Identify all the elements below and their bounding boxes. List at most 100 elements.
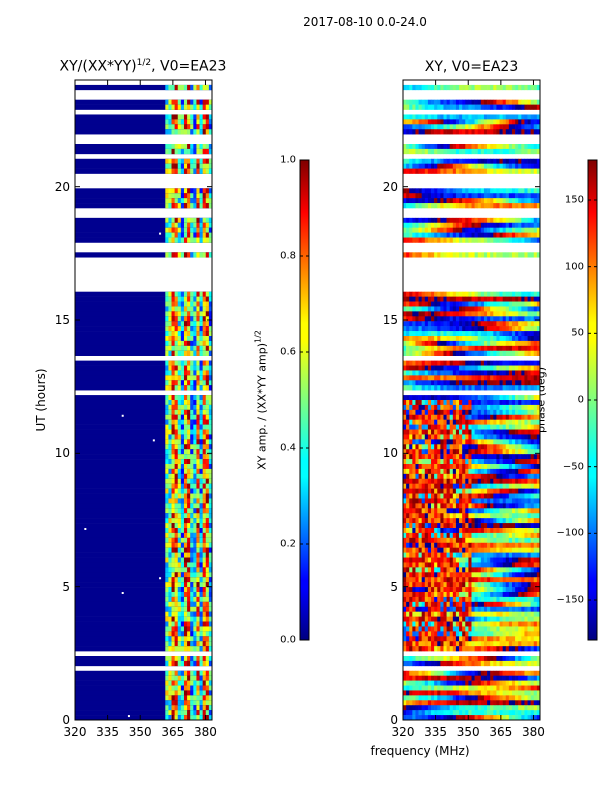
phase-cell (536, 429, 541, 435)
amp-cell (168, 577, 172, 583)
phase-cell (459, 395, 463, 401)
phase-cell (412, 104, 416, 110)
phase-cell (499, 168, 503, 174)
phase-cell (533, 409, 538, 416)
phase-cell (487, 291, 491, 297)
phase-cell (502, 523, 507, 529)
phase-cell (468, 148, 472, 155)
amp-cell (202, 572, 207, 578)
phase-cell (474, 429, 479, 435)
amp-cell (196, 631, 200, 637)
amp-cell (177, 232, 182, 238)
phase-cell (536, 99, 541, 105)
phase-cell (409, 360, 413, 366)
phase-cell (421, 148, 426, 155)
amp-cell (177, 350, 182, 356)
phase-cell (487, 400, 491, 406)
phase-cell (515, 340, 519, 347)
phase-cell (412, 414, 416, 420)
amp-cell (202, 193, 207, 199)
phase-cell (431, 321, 435, 327)
amp-cell (180, 434, 185, 440)
amp-cell (180, 542, 185, 548)
amp-cell (205, 493, 210, 499)
phase-cell (415, 311, 419, 317)
phase-cell (424, 523, 429, 529)
amp-cell (208, 84, 213, 91)
amp-cell (171, 464, 175, 470)
amp-cell (168, 203, 172, 209)
phase-cell (515, 129, 519, 135)
phase-cell (427, 409, 432, 416)
amp-row-bg (75, 572, 212, 578)
phase-cell (521, 498, 525, 504)
phase-cell (465, 360, 469, 366)
amp-cell (205, 478, 210, 484)
phase-cell (409, 232, 413, 238)
amp-cell (171, 148, 175, 155)
phase-cell (521, 537, 525, 544)
phase-cell (518, 434, 522, 440)
phase-cell (536, 434, 541, 440)
amp-cell (171, 222, 175, 228)
amp-row-bg (75, 542, 212, 548)
amp-cell (187, 459, 191, 465)
phase-cell (424, 227, 429, 233)
amp-cell (180, 528, 185, 534)
amp-row-bg (75, 690, 212, 696)
phase-cell (437, 493, 441, 499)
amp-row-bg (75, 340, 212, 347)
phase-cell (434, 99, 438, 105)
phase-cell (462, 498, 466, 504)
phase-cell (474, 119, 479, 125)
phase-cell (524, 360, 528, 366)
amp-cell (165, 404, 169, 411)
amp-row-bg (75, 129, 212, 135)
amp-cell (202, 473, 207, 480)
phase-cell (493, 508, 497, 514)
amp-cell (180, 336, 185, 342)
phase-cell (446, 291, 450, 297)
phase-cell (431, 473, 435, 480)
amp-cell (171, 700, 175, 706)
amp-cell (205, 537, 210, 544)
amp-row-bg (75, 114, 212, 120)
phase-cell (487, 203, 491, 209)
phase-cell (452, 395, 457, 401)
phase-cell (483, 419, 488, 425)
phase-cell (424, 459, 429, 465)
amp-cell (180, 222, 185, 228)
phase-cell (490, 409, 494, 416)
amp-cell (196, 365, 200, 371)
amp-cell (171, 572, 175, 578)
amp-cell (165, 252, 169, 258)
phase-cell (459, 429, 463, 435)
phase-cell (462, 424, 466, 430)
phase-cell (530, 340, 535, 347)
phase-cell (521, 513, 525, 519)
phase-cell (533, 129, 538, 135)
phase-cell (518, 350, 522, 356)
amp-cell (174, 129, 179, 135)
phase-cell (530, 424, 535, 430)
amp-row-bg (75, 685, 212, 691)
phase-cell (483, 503, 488, 509)
phase-cell (505, 488, 510, 494)
phase-cell (418, 370, 422, 376)
phase-cell (452, 547, 457, 553)
amp-cell (196, 513, 200, 519)
phase-cell (471, 222, 475, 228)
amp-cell (196, 252, 200, 258)
amp-cell (171, 646, 175, 652)
phase-cell (480, 301, 485, 307)
phase-cell (440, 365, 444, 371)
phase-cell (434, 542, 438, 548)
phase-cell (468, 429, 472, 435)
phase-cell (421, 291, 426, 297)
amp-cell (177, 444, 182, 450)
phase-cell (412, 198, 416, 204)
amp-cell (196, 340, 200, 347)
amp-cell (180, 360, 185, 366)
amp-cell (202, 158, 207, 164)
phase-cell (459, 114, 463, 120)
